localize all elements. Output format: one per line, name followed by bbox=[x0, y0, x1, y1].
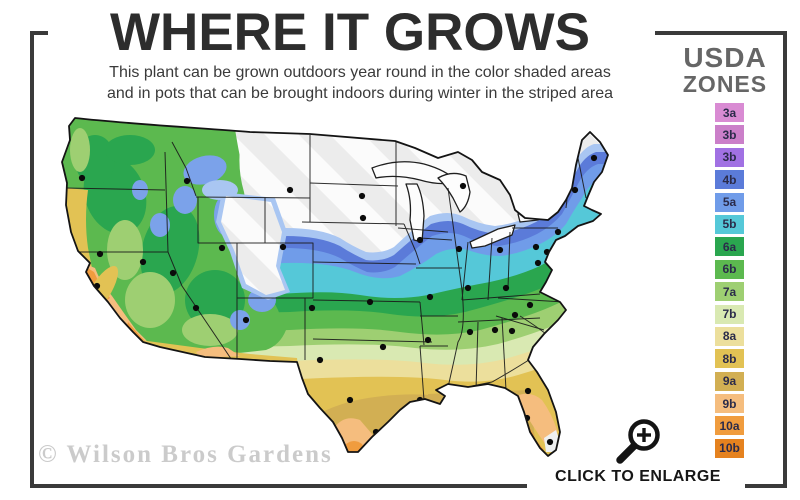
city-dot bbox=[464, 284, 472, 292]
city-dot bbox=[218, 244, 226, 252]
lake-erie bbox=[469, 224, 516, 249]
city-dot bbox=[127, 361, 135, 369]
city-dot bbox=[554, 228, 562, 236]
city-dot bbox=[192, 304, 200, 312]
subtitle: This plant can be grown outdoors year ro… bbox=[35, 62, 685, 104]
city-dot bbox=[279, 243, 287, 251]
west-light-green-patches bbox=[70, 128, 238, 346]
frame-border-top-left bbox=[30, 31, 48, 35]
zone-chip-9b: 9b bbox=[715, 394, 744, 414]
city-dot bbox=[359, 214, 367, 222]
zone-chip-6b: 6b bbox=[715, 259, 744, 279]
legend-title: USDA ZONES bbox=[662, 42, 788, 97]
click-to-enlarge-button[interactable]: CLICK TO ENLARGE bbox=[555, 468, 721, 485]
city-dot bbox=[524, 387, 532, 395]
city-dot bbox=[508, 327, 516, 335]
city-dot bbox=[169, 269, 177, 277]
city-dot bbox=[546, 438, 554, 446]
zone-chip-8b: 8b bbox=[715, 349, 744, 369]
city-dot bbox=[316, 356, 324, 364]
zone-chip-8a: 8a bbox=[715, 326, 744, 346]
zone-chip-10a: 10a bbox=[715, 416, 744, 436]
rockies-striped bbox=[221, 196, 285, 295]
city-dot bbox=[424, 336, 432, 344]
city-dot bbox=[466, 328, 474, 336]
zone-florida-9b bbox=[516, 393, 558, 448]
city-dot bbox=[366, 298, 374, 306]
north-montana-striped bbox=[232, 118, 342, 224]
watermark: © Wilson Bros Gardens bbox=[38, 441, 333, 468]
frame-border-right bbox=[783, 31, 787, 488]
zone-chip-5a: 5a bbox=[715, 192, 744, 212]
city-dot bbox=[556, 359, 564, 367]
zone-chip-7a: 7a bbox=[715, 282, 744, 302]
subtitle-line-1: This plant can be grown outdoors year ro… bbox=[109, 64, 611, 81]
zone-legend: 3a 3b 3b 4b 5a 5b 6a 6b 7a 7b 8a 8b 9a 9b 10a 10b bbox=[715, 103, 744, 461]
zone-chip-3a: 3a bbox=[715, 103, 744, 122]
zone-chip-7b: 7b bbox=[715, 304, 744, 324]
state-borders bbox=[64, 135, 587, 401]
city-dot bbox=[286, 186, 294, 194]
city-dot bbox=[183, 177, 191, 185]
city-dot bbox=[536, 206, 544, 214]
legend-title-usda: USDA bbox=[683, 42, 767, 73]
page-title: WHERE IT GROWS bbox=[110, 3, 590, 62]
city-dot bbox=[502, 284, 510, 292]
subtitle-line-2: and in pots that can be brought indoors … bbox=[106, 85, 614, 102]
city-dot bbox=[416, 236, 424, 244]
zone-chip-3b: 3b bbox=[715, 125, 744, 145]
city-dot bbox=[526, 301, 534, 309]
city-dot bbox=[452, 399, 460, 407]
city-dot bbox=[532, 243, 540, 251]
city-dot bbox=[78, 174, 86, 182]
city-dot bbox=[534, 259, 542, 267]
city-dot bbox=[346, 396, 354, 404]
frame-border-bottom-right bbox=[745, 484, 787, 488]
city-dot bbox=[71, 287, 79, 295]
zone-chip-3b: 3b bbox=[715, 147, 744, 167]
zone-chip-9a: 9a bbox=[715, 371, 744, 391]
zone-chip-4b: 4b bbox=[715, 170, 744, 190]
zone-chip-5b: 5b bbox=[715, 214, 744, 234]
city-dot bbox=[109, 342, 117, 350]
frame-border-left bbox=[30, 31, 34, 488]
city-dot bbox=[516, 193, 524, 201]
legend-title-zones: ZONES bbox=[682, 71, 768, 97]
city-dot bbox=[459, 182, 467, 190]
city-dot bbox=[488, 395, 496, 403]
zone-chip-6a: 6a bbox=[715, 237, 744, 257]
city-dot bbox=[590, 154, 598, 162]
city-dot bbox=[242, 316, 250, 324]
west-dark-green-patches bbox=[75, 135, 245, 330]
magnifier-plus-icon[interactable] bbox=[608, 414, 670, 470]
city-dot bbox=[139, 258, 147, 266]
us-outline bbox=[61, 117, 609, 457]
city-dot bbox=[455, 245, 463, 253]
city-dot bbox=[236, 383, 244, 391]
city-dot bbox=[426, 293, 434, 301]
city-dot bbox=[491, 326, 499, 334]
city-dot bbox=[379, 343, 387, 351]
city-dot bbox=[571, 186, 579, 194]
city-dot bbox=[96, 250, 104, 258]
city-dot bbox=[511, 311, 519, 319]
city-dot bbox=[308, 304, 316, 312]
city-dot bbox=[358, 192, 366, 200]
city-dot bbox=[496, 246, 504, 254]
city-dot bbox=[412, 437, 420, 445]
zone-chip-10b: 10b bbox=[715, 438, 744, 458]
frame-border-bottom-left bbox=[30, 484, 527, 488]
frame-border-top-right bbox=[655, 31, 787, 35]
